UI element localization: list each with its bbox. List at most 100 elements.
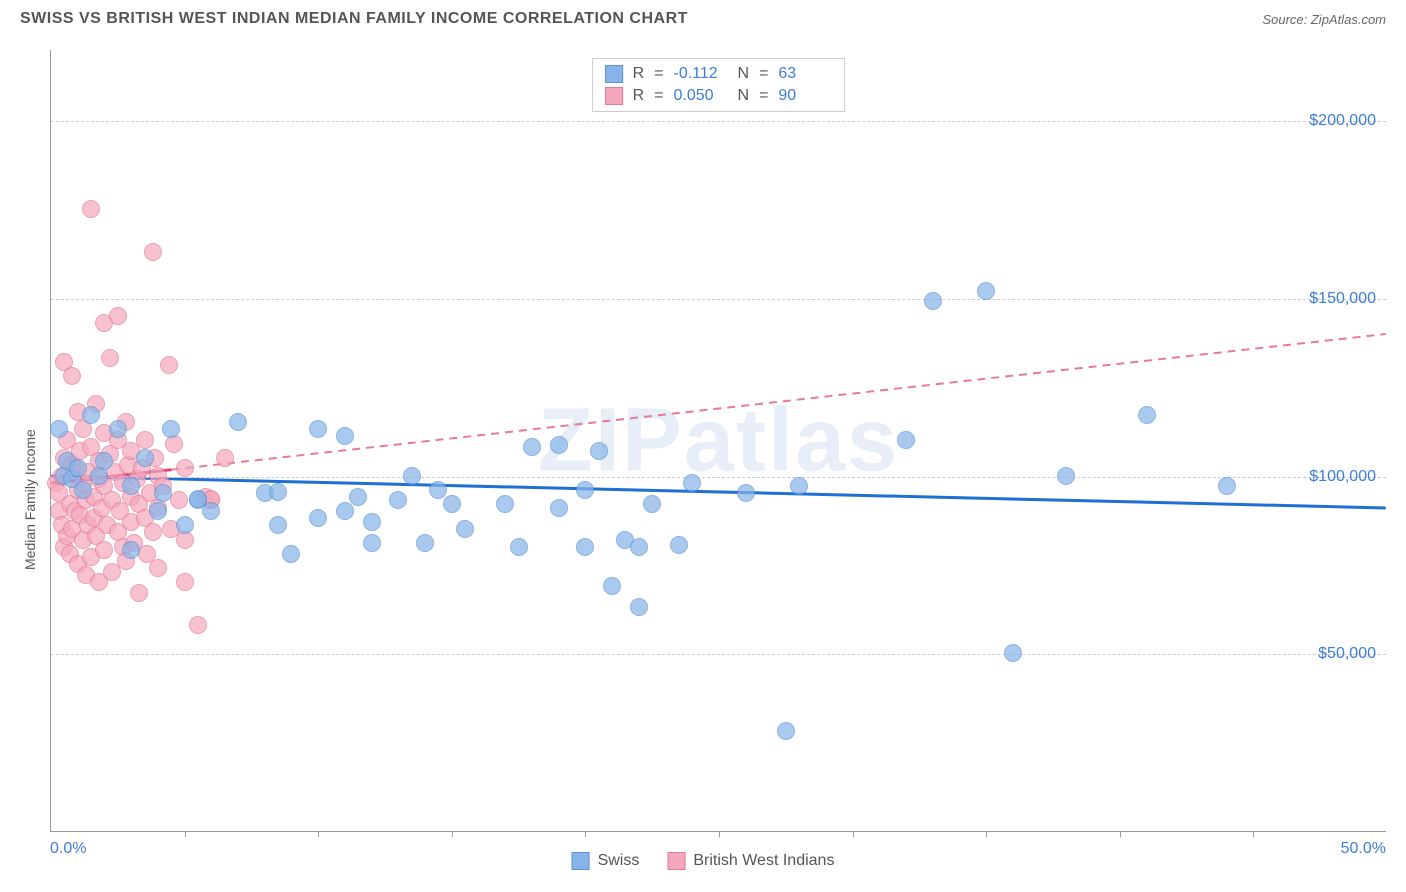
r-value-swiss: -0.112 [674, 65, 728, 83]
swatch-bwi [667, 852, 685, 870]
scatter-point [550, 499, 568, 517]
scatter-point [1057, 467, 1075, 485]
scatter-point [630, 538, 648, 556]
scatter-point [496, 495, 514, 513]
r-label: R [633, 65, 645, 83]
series-legend: Swiss British West Indians [572, 852, 835, 870]
n-label: N [738, 87, 750, 105]
y-tick-label: $150,000 [1309, 290, 1376, 308]
scatter-point [790, 477, 808, 495]
chart-area: ZIPatlas R = -0.112 N = 63 R = 0.050 N =… [50, 50, 1386, 832]
scatter-point [176, 516, 194, 534]
eq-sign: = [759, 65, 768, 83]
scatter-point [95, 541, 113, 559]
scatter-point [269, 483, 287, 501]
trend-lines-svg [51, 50, 1386, 831]
gridline-h [51, 299, 1386, 300]
x-tick-mark [318, 831, 319, 837]
scatter-point [309, 509, 327, 527]
scatter-point [176, 573, 194, 591]
scatter-point [122, 541, 140, 559]
scatter-point [136, 449, 154, 467]
scatter-point [202, 502, 220, 520]
n-value-bwi: 90 [778, 87, 832, 105]
y-tick-label: $200,000 [1309, 112, 1376, 130]
scatter-point [170, 491, 188, 509]
scatter-point [95, 452, 113, 470]
x-tick-mark [853, 831, 854, 837]
swatch-swiss [605, 65, 623, 83]
scatter-point [229, 413, 247, 431]
x-tick-mark [1253, 831, 1254, 837]
scatter-point [154, 484, 172, 502]
scatter-point [429, 481, 447, 499]
scatter-point [130, 584, 148, 602]
scatter-point [683, 474, 701, 492]
scatter-point [510, 538, 528, 556]
y-tick-label: $100,000 [1309, 468, 1376, 486]
x-tick-mark [185, 831, 186, 837]
scatter-point [109, 420, 127, 438]
gridline-h [51, 654, 1386, 655]
scatter-point [149, 559, 167, 577]
scatter-point [924, 292, 942, 310]
eq-sign: = [759, 87, 768, 105]
scatter-point [363, 513, 381, 531]
plot-area: ZIPatlas R = -0.112 N = 63 R = 0.050 N =… [50, 50, 1386, 832]
correlation-row-bwi: R = 0.050 N = 90 [605, 85, 833, 107]
scatter-point [109, 307, 127, 325]
scatter-point [1138, 406, 1156, 424]
eq-sign: = [654, 65, 663, 83]
x-tick-mark [585, 831, 586, 837]
x-tick-mark [986, 831, 987, 837]
scatter-point [576, 538, 594, 556]
n-value-swiss: 63 [778, 65, 832, 83]
correlation-row-swiss: R = -0.112 N = 63 [605, 63, 833, 85]
scatter-point [176, 459, 194, 477]
scatter-point [523, 438, 541, 456]
eq-sign: = [654, 87, 663, 105]
chart-title: SWISS VS BRITISH WEST INDIAN MEDIAN FAMI… [20, 10, 688, 28]
x-tick-mark [1120, 831, 1121, 837]
scatter-point [777, 722, 795, 740]
scatter-point [136, 431, 154, 449]
scatter-point [977, 282, 995, 300]
y-axis-title: Median Family Income [22, 429, 38, 570]
x-axis-label-min: 0.0% [50, 840, 86, 858]
scatter-point [590, 442, 608, 460]
legend-label-swiss: Swiss [598, 852, 640, 870]
scatter-point [550, 436, 568, 454]
scatter-point [82, 406, 100, 424]
scatter-point [50, 420, 68, 438]
x-tick-mark [452, 831, 453, 837]
scatter-point [603, 577, 621, 595]
r-label: R [633, 87, 645, 105]
r-value-bwi: 0.050 [674, 87, 728, 105]
scatter-point [144, 523, 162, 541]
legend-label-bwi: British West Indians [693, 852, 834, 870]
correlation-legend: R = -0.112 N = 63 R = 0.050 N = 90 [592, 58, 846, 112]
scatter-point [144, 243, 162, 261]
scatter-point [63, 367, 81, 385]
scatter-point [189, 616, 207, 634]
scatter-point [336, 502, 354, 520]
scatter-point [670, 536, 688, 554]
scatter-point [363, 534, 381, 552]
scatter-point [69, 459, 87, 477]
scatter-point [149, 502, 167, 520]
swatch-swiss [572, 852, 590, 870]
scatter-point [1004, 644, 1022, 662]
scatter-point [897, 431, 915, 449]
x-tick-mark [719, 831, 720, 837]
scatter-point [643, 495, 661, 513]
scatter-point [216, 449, 234, 467]
scatter-point [309, 420, 327, 438]
scatter-point [576, 481, 594, 499]
scatter-point [282, 545, 300, 563]
scatter-point [416, 534, 434, 552]
source-attribution: Source: ZipAtlas.com [1262, 12, 1386, 27]
gridline-h [51, 477, 1386, 478]
gridline-h [51, 121, 1386, 122]
n-label: N [738, 65, 750, 83]
scatter-point [389, 491, 407, 509]
